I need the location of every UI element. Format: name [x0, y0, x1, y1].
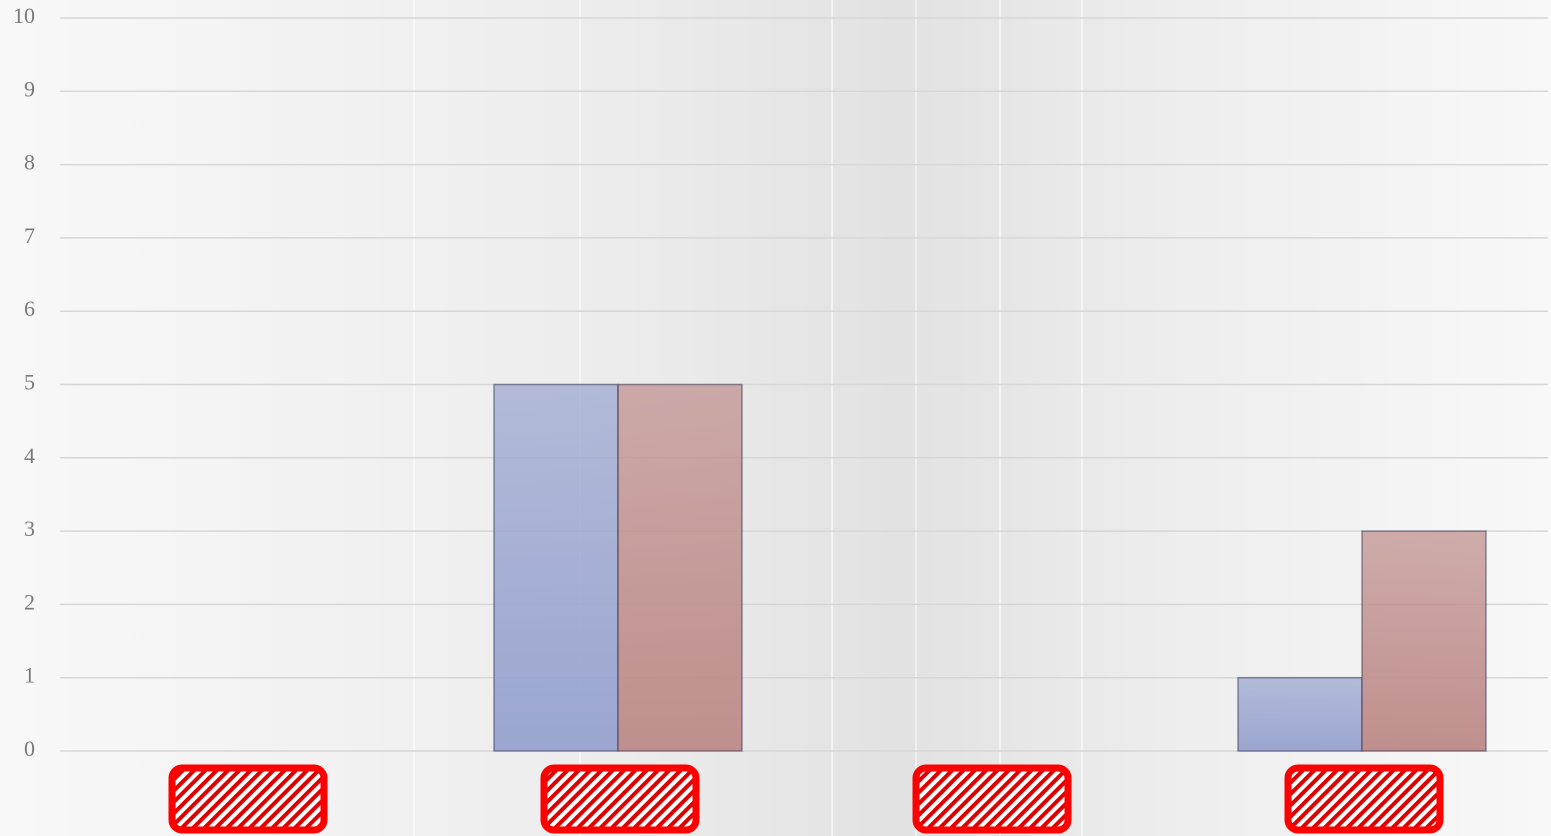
y-tick-label: 7	[24, 223, 35, 248]
y-tick-label: 3	[24, 516, 35, 541]
bar	[1237, 676, 1363, 752]
bar	[617, 383, 743, 752]
y-tick-label: 9	[24, 76, 35, 101]
redaction-box	[540, 764, 700, 834]
y-tick-label: 6	[24, 296, 35, 321]
y-tick-label: 8	[24, 150, 35, 175]
bar	[1361, 530, 1487, 752]
y-tick-label: 1	[24, 663, 35, 688]
y-tick-label: 4	[24, 443, 35, 468]
y-tick-label: 0	[24, 736, 35, 761]
y-tick-label: 2	[24, 589, 35, 614]
y-tick-label: 5	[24, 370, 35, 395]
background-lines	[413, 0, 1083, 836]
redaction-box	[168, 764, 328, 834]
redaction-box	[1284, 764, 1444, 834]
redaction-box	[912, 764, 1072, 834]
bar	[493, 383, 619, 752]
y-tick-label: 10	[13, 3, 35, 28]
